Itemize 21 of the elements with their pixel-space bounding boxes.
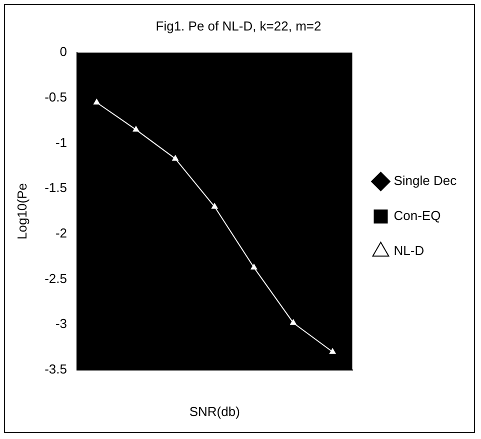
point [172,155,178,161]
legend-label: Single Dec [394,173,458,188]
y-tick-label: -2 [55,226,67,241]
y-tick-label: 0 [60,44,67,60]
x-axis-title: SNR(db) [189,404,240,419]
legend-label: Con-EQ [394,208,441,224]
point [212,203,218,209]
point [290,319,296,325]
chart-title: Fig1. Pe of NL-D, k=22, m=2 [156,18,322,34]
y-tick-label: -3.5 [44,362,67,377]
point [132,126,140,132]
y-tick-label: -2.5 [44,270,67,286]
y-tick-label: -3 [55,316,67,332]
y-tick-label: -0.5 [44,90,67,105]
point [250,264,258,270]
y-axis-title: Log10(Pe [14,183,30,240]
y-tick-label: -1 [55,134,67,150]
y-tick-label: -1.5 [44,180,67,196]
point [94,98,100,104]
legend-label: NL-D [394,243,424,258]
point [329,348,336,354]
